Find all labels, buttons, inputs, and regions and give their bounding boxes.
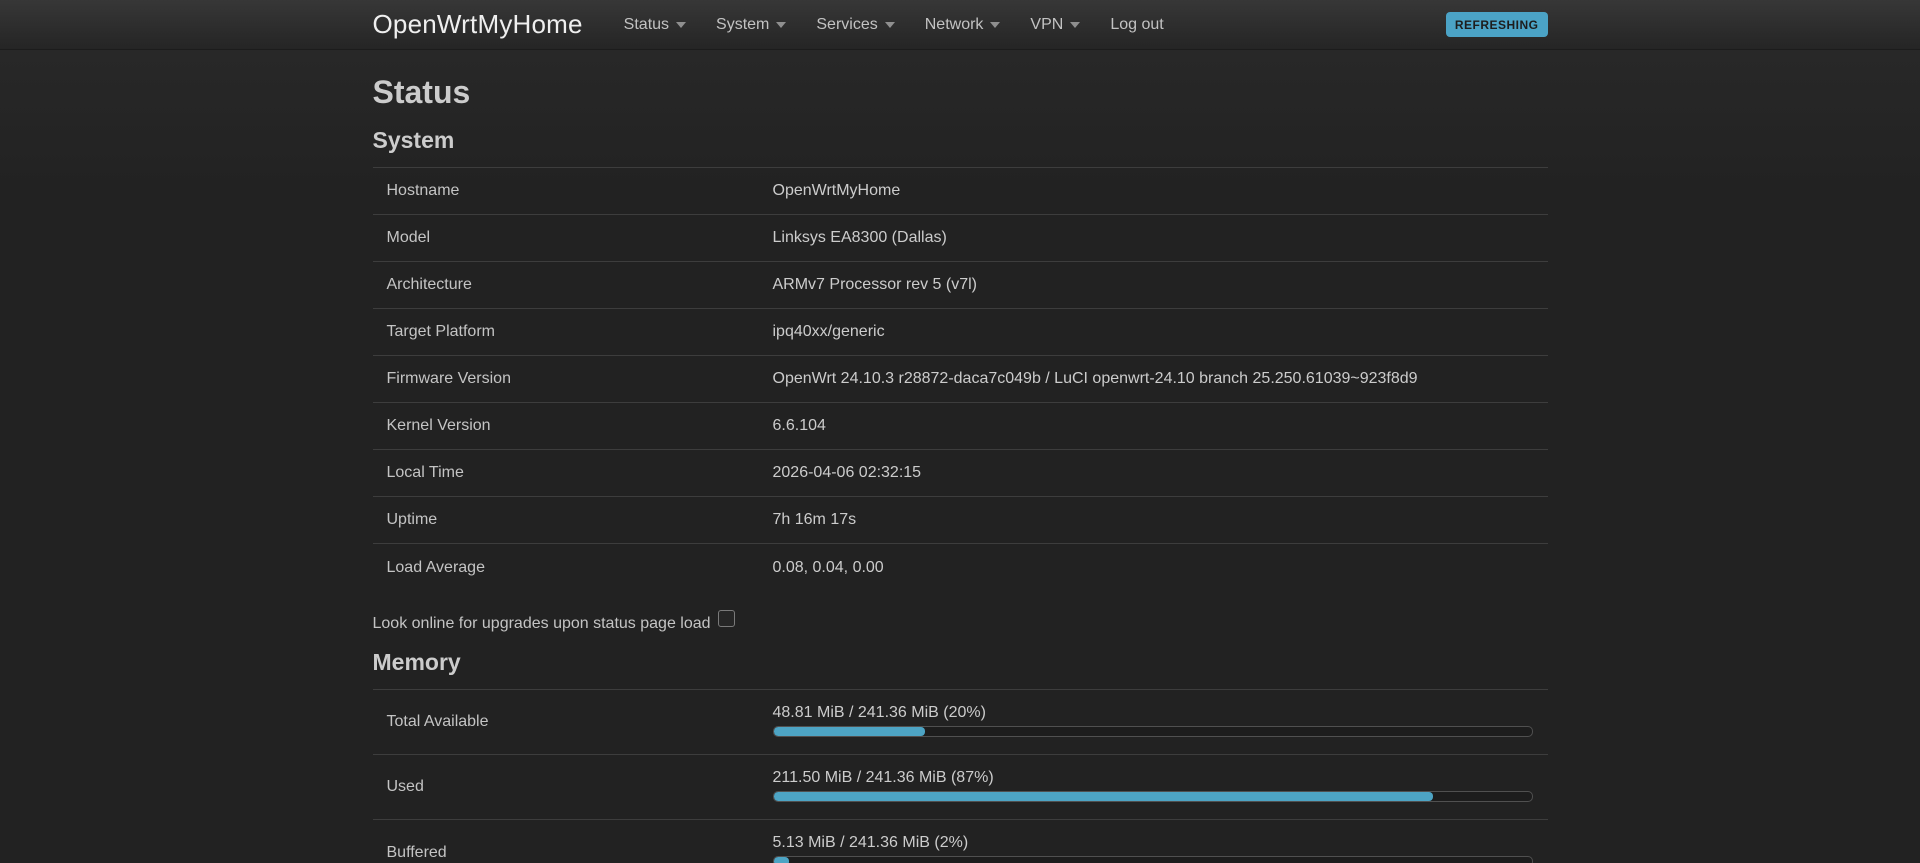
row-value-cell: 5.13 MiB / 241.36 MiB (2%) <box>772 820 1548 863</box>
refreshing-status-badge[interactable]: REFRESHING <box>1445 12 1548 37</box>
chevron-down-icon <box>990 21 1001 28</box>
memory-table: Total Available 48.81 MiB / 241.36 MiB (… <box>372 689 1548 863</box>
table-row-kernel-version: Kernel Version 6.6.104 <box>372 403 1548 450</box>
upgrade-check-checkbox[interactable] <box>717 610 735 628</box>
menu-network[interactable]: Network <box>910 10 1016 40</box>
row-value: OpenWrt 24.10.3 r28872-daca7c049b / LuCI… <box>772 370 1418 387</box>
row-value-cell: 48.81 MiB / 241.36 MiB (20%) <box>772 690 1548 754</box>
memory-value-text: 211.50 MiB / 241.36 MiB (87%) <box>772 769 994 786</box>
menu-system[interactable]: System <box>701 10 801 40</box>
row-label: Hostname <box>386 182 460 199</box>
menu-vpn-label: VPN <box>1030 15 1064 33</box>
memory-row-buffered: Buffered 5.13 MiB / 241.36 MiB (2%) <box>373 820 1548 863</box>
row-value: 7h 16m 17s <box>772 511 857 528</box>
chevron-down-icon <box>776 21 787 28</box>
memory-row-total-available: Total Available 48.81 MiB / 241.36 MiB (… <box>372 690 1548 755</box>
page-content: Status System Hostname OpenWrtMyHome Mod… <box>0 50 1920 863</box>
menu-logout[interactable]: Log out <box>1095 10 1178 40</box>
menu-status-label: Status <box>623 15 670 33</box>
chevron-down-icon <box>1070 21 1081 28</box>
memory-value-text: 5.13 MiB / 241.36 MiB (2%) <box>772 834 969 851</box>
row-label: Used <box>386 778 424 795</box>
row-value-cell: 211.50 MiB / 241.36 MiB (87%) <box>772 755 1548 819</box>
row-label: Uptime <box>386 511 438 528</box>
main-menu: Status System Services Network VPN Log o… <box>609 10 1446 40</box>
row-value: 6.6.104 <box>772 417 826 434</box>
progress-bar-fill <box>773 727 926 736</box>
row-label: Target Platform <box>386 323 495 340</box>
table-row-uptime: Uptime 7h 16m 17s <box>372 497 1548 544</box>
row-label: Local Time <box>386 464 464 481</box>
row-label: Buffered <box>386 843 447 861</box>
row-label: Load Average <box>386 558 485 576</box>
table-row-firmware-version: Firmware Version OpenWrt 24.10.3 r28872-… <box>372 356 1548 403</box>
progress-bar-track <box>772 791 1533 802</box>
upgrade-check-label: Look online for upgrades upon status pag… <box>372 615 711 632</box>
progress-bar-fill <box>773 857 789 863</box>
row-label: Firmware Version <box>386 370 511 387</box>
table-row-model: Model Linksys EA8300 (Dallas) <box>372 215 1548 262</box>
menu-status[interactable]: Status <box>609 10 701 40</box>
menu-vpn[interactable]: VPN <box>1015 10 1095 40</box>
menu-services[interactable]: Services <box>801 10 909 40</box>
page-title: Status <box>372 74 471 110</box>
memory-row-used: Used 211.50 MiB / 241.36 MiB (87%) <box>372 755 1548 820</box>
system-info-table: Hostname OpenWrtMyHome Model Linksys EA8… <box>372 167 1548 591</box>
table-row-local-time: Local Time 2026-04-06 02:32:15 <box>372 450 1548 497</box>
chevron-down-icon <box>884 21 895 28</box>
row-value: ipq40xx/generic <box>772 323 885 340</box>
table-row-hostname: Hostname OpenWrtMyHome <box>372 168 1548 215</box>
menu-logout-label: Log out <box>1110 15 1164 33</box>
progress-bar-fill <box>773 792 1433 801</box>
row-value: ARMv7 Processor rev 5 (v7l) <box>772 276 978 293</box>
row-label: Architecture <box>386 276 472 293</box>
system-section-heading: System <box>372 127 455 153</box>
table-row-architecture: Architecture ARMv7 Processor rev 5 (v7l) <box>372 262 1548 309</box>
menu-system-label: System <box>716 15 770 33</box>
row-label: Total Available <box>386 713 489 730</box>
menu-services-label: Services <box>816 15 878 33</box>
top-navbar: OpenWrtMyHome Status System Services Net… <box>0 0 1920 50</box>
menu-network-label: Network <box>924 15 984 33</box>
table-row-target-platform: Target Platform ipq40xx/generic <box>372 309 1548 356</box>
brand-title[interactable]: OpenWrtMyHome <box>372 9 583 39</box>
progress-bar-track <box>772 856 1533 863</box>
row-value: Linksys EA8300 (Dallas) <box>772 229 947 246</box>
table-row-load-average: Load Average 0.08, 0.04, 0.00 <box>373 544 1548 591</box>
row-value: 2026-04-06 02:32:15 <box>772 464 922 481</box>
row-value: OpenWrtMyHome <box>772 182 901 199</box>
memory-section-heading: Memory <box>372 649 461 675</box>
progress-bar-track <box>772 726 1533 737</box>
chevron-down-icon <box>676 21 687 28</box>
row-label: Kernel Version <box>386 417 491 434</box>
row-label: Model <box>386 229 431 246</box>
memory-value-text: 48.81 MiB / 241.36 MiB (20%) <box>772 704 986 721</box>
row-value: 0.08, 0.04, 0.00 <box>772 558 884 576</box>
upgrade-check-line: Look online for upgrades upon status pag… <box>372 610 1548 633</box>
